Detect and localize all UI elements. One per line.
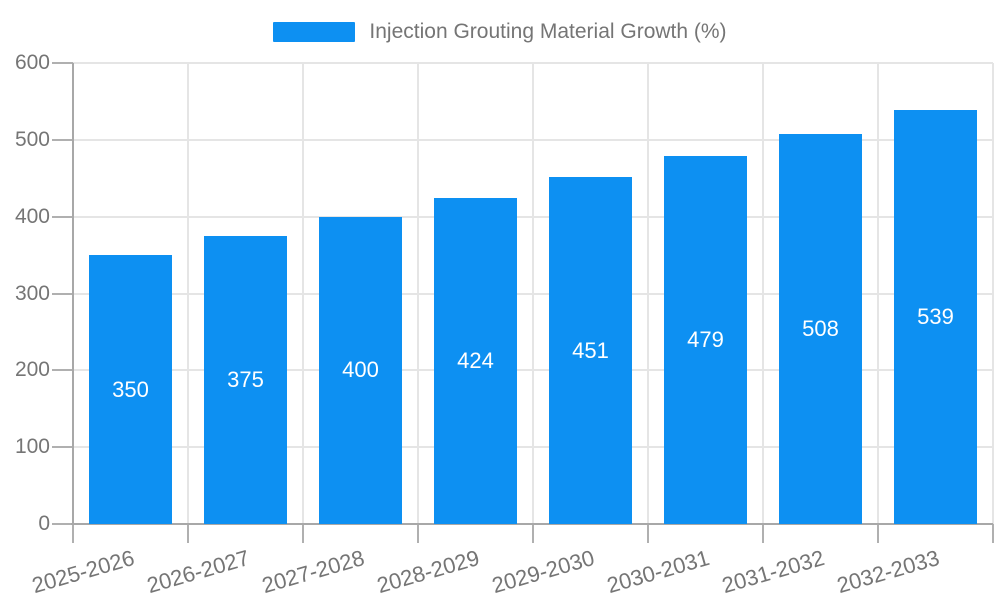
bar-value-label: 400: [342, 357, 379, 383]
x-axis-tick: [647, 524, 649, 543]
v-gridline: [302, 63, 304, 524]
bar[interactable]: [319, 216, 402, 524]
bar-value-label: 479: [687, 326, 724, 352]
x-axis-tick: [302, 524, 304, 543]
x-tick-label: 2027-2028: [259, 545, 368, 599]
legend-swatch: [273, 22, 356, 42]
bar[interactable]: [204, 235, 287, 524]
bar-value-label: 539: [917, 303, 954, 329]
bar-value-label: 451: [572, 337, 609, 363]
v-gridline: [762, 63, 764, 524]
v-gridline: [532, 63, 534, 524]
x-axis-tick: [417, 524, 419, 543]
bar-value-label: 508: [802, 315, 839, 341]
x-tick-label: 2032-2033: [834, 545, 943, 599]
y-tick-label: 300: [14, 281, 50, 305]
y-axis-labels: 0 100 200 300 400 500 600: [0, 0, 50, 600]
bar-value-label: 350: [112, 376, 149, 402]
x-axis-tick: [877, 524, 879, 543]
y-tick-label: 600: [14, 51, 50, 74]
y-axis-tick: [52, 446, 73, 449]
bar-value-label: 424: [457, 348, 494, 374]
x-tick-label: 2029-2030: [489, 545, 598, 599]
y-axis-tick: [52, 523, 73, 525]
bar[interactable]: [894, 109, 977, 524]
bar[interactable]: [89, 255, 172, 524]
v-gridline: [992, 63, 994, 524]
x-axis-tick: [532, 524, 534, 543]
y-tick-label: 500: [14, 127, 50, 151]
x-axis-tick: [187, 524, 189, 543]
chart-legend[interactable]: Injection Grouting Material Growth (%): [0, 20, 1000, 44]
x-axis-tick: [72, 524, 74, 543]
y-axis-tick: [52, 292, 73, 295]
x-tick-label: 2030-2031: [604, 545, 713, 599]
v-gridline: [647, 63, 649, 524]
y-tick-label: 200: [14, 358, 50, 382]
bar[interactable]: [549, 177, 632, 524]
y-axis-tick: [52, 138, 73, 141]
x-tick-label: 2026-2027: [144, 545, 253, 599]
y-axis-tick: [52, 62, 73, 64]
v-gridline: [187, 63, 189, 524]
y-tick-label: 100: [14, 435, 50, 459]
bar[interactable]: [664, 155, 747, 524]
y-axis-tick: [52, 369, 73, 372]
v-gridline: [877, 63, 879, 524]
x-axis-tick: [992, 524, 994, 543]
legend-label: Injection Grouting Material Growth (%): [369, 20, 727, 43]
y-axis-tick: [52, 215, 73, 218]
x-axis-tick: [762, 524, 764, 543]
y-axis-line: [72, 63, 74, 524]
x-axis-line: [71, 523, 993, 525]
plot-area: 350 375 400 424 451 479 508 539: [52, 62, 994, 543]
x-tick-label: 2028-2029: [374, 545, 483, 599]
y-tick-label: 400: [14, 204, 50, 228]
x-tick-label: 2031-2032: [719, 545, 828, 599]
y-tick-label: 0: [38, 512, 50, 535]
bar-value-label: 375: [227, 366, 264, 392]
bar[interactable]: [779, 133, 862, 524]
bar[interactable]: [434, 198, 517, 524]
v-gridline: [417, 63, 419, 524]
